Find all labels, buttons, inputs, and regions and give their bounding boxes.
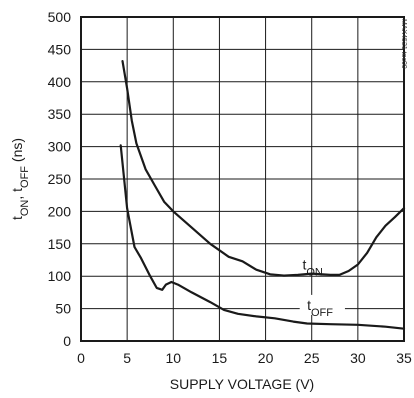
x-tick-labels: 0 5 10 15 20 25 30 35: [77, 350, 412, 366]
y-tick-label: 150: [48, 236, 72, 252]
series-line-ton: [121, 60, 406, 277]
series-label-background: [299, 294, 345, 315]
x-tick-label: 5: [123, 350, 131, 366]
series-label-subscript: OFF: [311, 307, 333, 319]
y-tick-label: 500: [48, 9, 72, 25]
x-tick-label: 20: [258, 350, 274, 366]
x-tick-label: 15: [212, 350, 228, 366]
y-tick-label: 300: [48, 139, 72, 155]
y-axis-label-subscript: ON: [19, 200, 31, 217]
y-axis-label: tON, tOFF (ns): [9, 138, 31, 220]
y-axis-label-part: (ns): [9, 138, 25, 166]
x-tick-label: 25: [304, 350, 320, 366]
series-label-toff: tOFF: [307, 297, 333, 319]
y-axis-label-part: , t: [9, 188, 25, 200]
series-label-subscript: ON: [306, 267, 323, 279]
y-tick-label: 350: [48, 106, 72, 122]
x-tick-label: 35: [396, 350, 412, 366]
series-label-main: t: [307, 297, 311, 313]
y-tick-label: 200: [48, 203, 72, 219]
x-tick-label: 30: [350, 350, 366, 366]
y-tick-label: 450: [48, 41, 72, 57]
x-tick-label: 10: [165, 350, 181, 366]
y-tick-labels: 0 50 100 150 200 250 300 350 400 450 500: [48, 9, 72, 349]
y-tick-label: 400: [48, 74, 72, 90]
y-tick-label: 250: [48, 171, 72, 187]
grid: [81, 17, 404, 341]
x-tick-label: 0: [77, 350, 85, 366]
y-tick-label: 50: [55, 301, 71, 317]
y-tick-label: 100: [48, 268, 72, 284]
y-axis-label-part: t: [9, 216, 25, 220]
plot-frame: [80, 16, 405, 342]
x-axis-label: SUPPLY VOLTAGE (V): [170, 376, 314, 392]
series-group: [119, 60, 406, 330]
y-tick-label: 0: [63, 333, 71, 349]
series-label-ton: tON: [302, 257, 322, 279]
figure-code: MAX4521 toc09: [400, 19, 407, 69]
y-axis-label-subscript: OFF: [19, 166, 31, 188]
series-line-toff: [119, 144, 406, 330]
series-label-main: t: [302, 257, 306, 273]
